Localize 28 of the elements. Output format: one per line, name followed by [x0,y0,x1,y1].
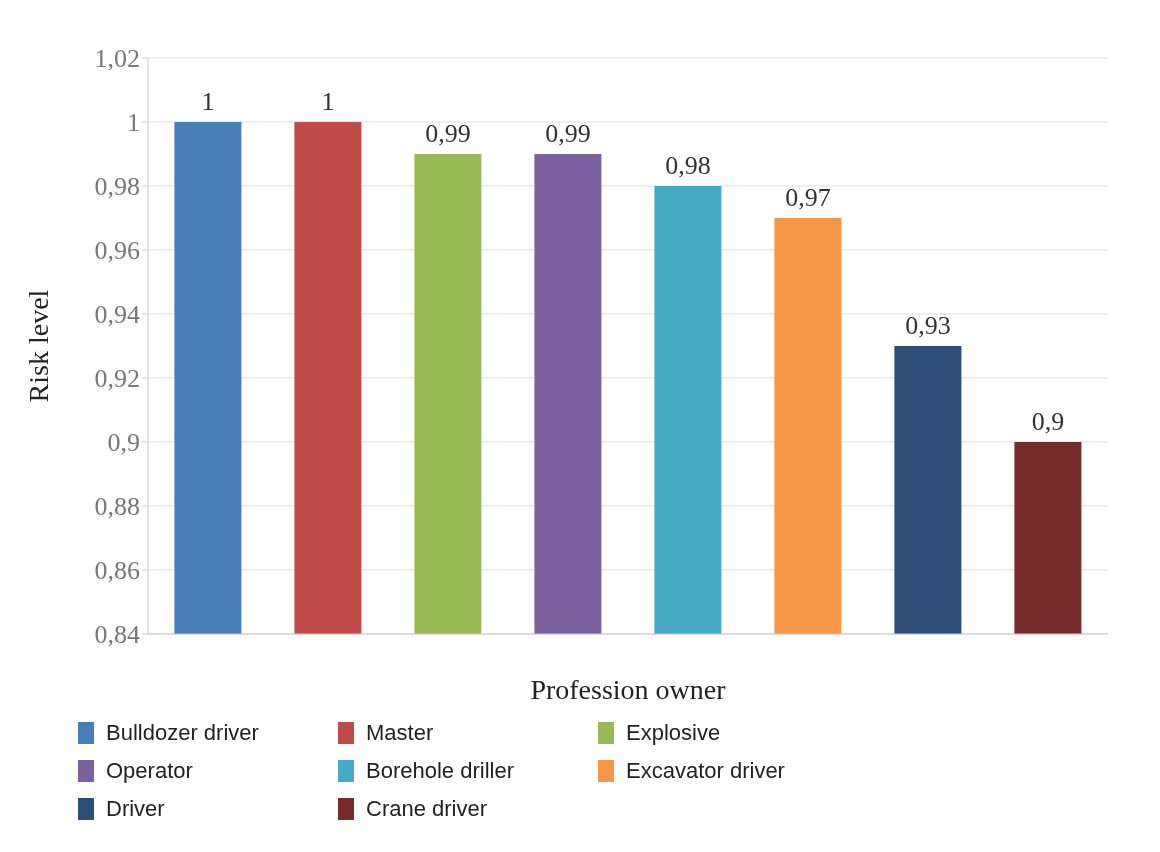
legend-label: Excavator driver [626,758,785,784]
legend-label: Master [366,720,434,746]
data-label: 0,99 [545,119,591,148]
y-tick-label: 0,84 [94,620,140,650]
data-label: 1 [201,87,215,116]
y-tick-label: 0,94 [94,300,140,330]
data-label: 0,97 [785,183,831,212]
data-label: 1 [321,87,335,116]
data-label: 0,93 [905,311,951,340]
legend-label: Driver [106,796,165,822]
legend-label: Borehole driller [366,758,514,784]
y-tick-label: 0,92 [94,364,140,394]
legend-label: Crane driver [366,796,488,822]
y-tick-label: 1,02 [94,44,140,74]
y-tick-label: 0,9 [107,428,140,458]
y-tick-label: 0,96 [94,236,140,266]
legend-label: Explosive [626,720,721,746]
y-tick-label: 0,88 [94,492,140,522]
y-tick-label: 0,86 [94,556,140,586]
legend-label: Bulldozer driver [106,720,259,746]
data-label: 0,99 [425,119,471,148]
data-label: 0,9 [1031,407,1065,436]
data-label: 0,98 [665,151,711,180]
legend-label: Operator [106,758,193,784]
y-axis-title: Risk level [22,289,54,403]
x-axis-title: Profession owner [530,674,727,705]
y-tick-label: 1 [127,108,140,138]
y-tick-label: 0,98 [94,172,140,202]
